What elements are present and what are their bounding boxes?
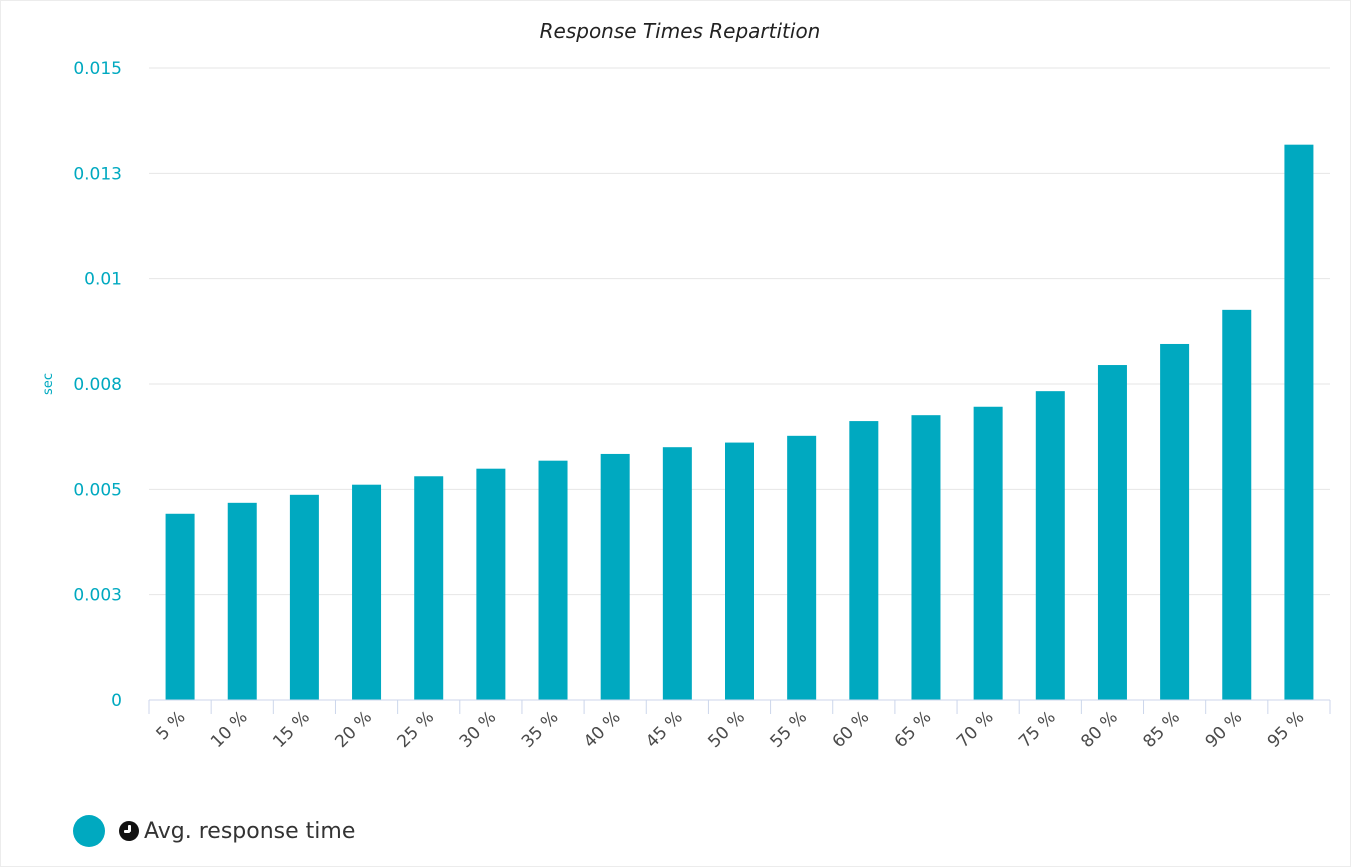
- bar-35pct[interactable]: [538, 460, 568, 700]
- x-tick-label: 95 %: [1264, 707, 1309, 752]
- bar-55pct[interactable]: [787, 435, 817, 700]
- y-tick-label: 0: [111, 691, 122, 711]
- x-tick-label: 70 %: [953, 707, 998, 752]
- bar-15pct[interactable]: [289, 494, 319, 700]
- bar-60pct[interactable]: [849, 421, 879, 700]
- legend-label: Avg. response time: [144, 818, 356, 844]
- x-tick-label: 15 %: [269, 707, 314, 752]
- x-tick-label: 25 %: [394, 707, 439, 752]
- x-axis: [148, 699, 1331, 714]
- y-tick-label: 0.013: [73, 164, 122, 184]
- bar-80pct[interactable]: [1097, 365, 1127, 700]
- y-tick-label: 0.015: [73, 59, 122, 79]
- bar-10pct[interactable]: [227, 502, 257, 700]
- x-tick-label: 80 %: [1077, 707, 1122, 752]
- bar-95pct[interactable]: [1284, 144, 1314, 700]
- bar-90pct[interactable]: [1222, 309, 1252, 700]
- bar-75pct[interactable]: [1035, 391, 1065, 700]
- x-tick-label: 30 %: [456, 707, 501, 752]
- bar-5pct[interactable]: [165, 513, 195, 700]
- legend-swatch: [73, 815, 105, 847]
- x-tick-label: 40 %: [580, 707, 625, 752]
- clock-icon: [119, 821, 139, 841]
- x-tick-label: 10 %: [207, 707, 252, 752]
- bar-70pct[interactable]: [973, 406, 1003, 700]
- x-tick-label: 75 %: [1015, 707, 1060, 752]
- x-tick-label: 20 %: [331, 707, 376, 752]
- x-axis-tick-labels: 5 % 10 % 15 % 20 % 25 % 30 % 35 % 40 % 45 % 50 % 5…: [153, 707, 1309, 752]
- y-tick-label: 0.01: [84, 270, 122, 290]
- y-tick-label: 0.005: [73, 480, 122, 500]
- x-tick-label: 45 %: [642, 707, 687, 752]
- bars: [165, 144, 1314, 700]
- x-tick-label: 50 %: [704, 707, 749, 752]
- y-tick-label: 0.008: [73, 375, 122, 395]
- bar-65pct[interactable]: [911, 415, 941, 700]
- y-axis-label: sec: [41, 373, 56, 395]
- x-tick-label: 55 %: [767, 707, 812, 752]
- grid-lines: [149, 67, 1330, 596]
- bar-25pct[interactable]: [414, 476, 444, 700]
- bar-40pct[interactable]: [600, 453, 630, 700]
- chart-title: Response Times Repartition: [540, 19, 821, 43]
- bar-45pct[interactable]: [662, 447, 692, 700]
- x-tick-label: 85 %: [1139, 707, 1184, 752]
- x-tick-label: 35 %: [518, 707, 563, 752]
- bar-20pct[interactable]: [352, 484, 382, 700]
- chart-svg: Response Times Repartition 0 0.003 0.005 0.…: [41, 19, 1331, 752]
- y-tick-label: 0.003: [73, 586, 122, 606]
- x-tick-label: 5 %: [153, 707, 190, 744]
- x-tick-label: 60 %: [829, 707, 874, 752]
- bar-50pct[interactable]: [725, 442, 754, 700]
- legend-item-avg-response-time[interactable]: Avg. response time: [73, 813, 355, 849]
- x-tick-label: 90 %: [1202, 707, 1247, 752]
- x-tick-label: 65 %: [891, 707, 936, 752]
- bar-30pct[interactable]: [476, 468, 506, 700]
- bar-85pct[interactable]: [1160, 343, 1190, 700]
- y-axis-tick-labels: 0 0.003 0.005 0.008 0.01 0.013 0.015: [73, 59, 122, 711]
